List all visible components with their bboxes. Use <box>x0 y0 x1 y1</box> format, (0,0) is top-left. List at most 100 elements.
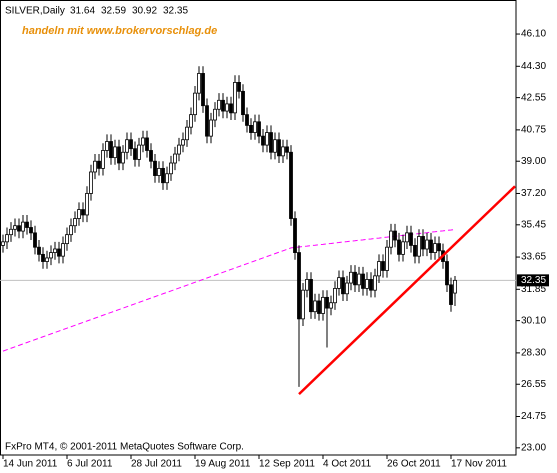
header-high: 32.59 <box>101 6 126 17</box>
candle-body <box>425 239 429 250</box>
candle-body <box>189 114 193 128</box>
candle-body <box>361 273 365 289</box>
candle-body <box>161 167 165 184</box>
y-tick-label: 40.75 <box>521 125 546 136</box>
candle-body <box>133 148 137 160</box>
y-tick-label: 24.75 <box>521 411 546 422</box>
candle-body <box>145 137 149 151</box>
candle-body <box>45 257 49 262</box>
trendline <box>298 185 516 395</box>
candle-body <box>237 82 241 92</box>
candle-body <box>33 232 37 248</box>
candle-body <box>417 236 421 257</box>
candle-body <box>381 261 385 271</box>
candle-body <box>165 173 169 184</box>
candle-body <box>53 248 57 253</box>
y-tick-label: 39.00 <box>521 156 546 167</box>
plot-area <box>0 66 516 395</box>
candle-body <box>9 228 13 236</box>
candle-body <box>141 137 145 146</box>
candle-body <box>113 146 117 159</box>
candle-body <box>61 243 65 257</box>
candle-body <box>365 279 369 289</box>
watermark: handeln mit www.brokervorschlag.de <box>22 25 217 37</box>
candle-body <box>433 243 437 253</box>
candle-body <box>49 252 53 259</box>
symbol: SILVER,Daily <box>5 6 65 17</box>
candle-body <box>305 279 309 291</box>
candle-body <box>105 141 109 151</box>
candle-body <box>177 144 181 155</box>
candle-body <box>245 114 249 126</box>
candle-body <box>117 146 121 164</box>
header-low: 30.92 <box>132 6 157 17</box>
y-tick-label: 37.20 <box>521 188 546 199</box>
candle-body <box>205 105 209 137</box>
candle-body <box>217 99 221 110</box>
candle-body <box>249 124 253 133</box>
y-tick-label: 46.10 <box>521 29 546 40</box>
plot-frame <box>0 0 517 456</box>
candle-body <box>73 218 77 227</box>
x-tick-label: 26 Oct 2011 <box>387 459 441 470</box>
candle-body <box>389 230 393 248</box>
candle-body <box>273 139 277 153</box>
candle-body <box>325 296 329 309</box>
candle-body <box>449 284 453 305</box>
y-tick-label: 30.10 <box>521 315 546 326</box>
y-tick-label: 33.65 <box>521 252 546 263</box>
candle-body <box>17 225 21 232</box>
candle-body <box>261 135 265 146</box>
candle-body <box>173 153 177 164</box>
x-tick-label: 4 Oct 2011 <box>323 459 372 470</box>
price-tag-label: 32.35 <box>521 275 546 286</box>
candle-body <box>233 82 237 114</box>
candle-body <box>289 151 293 219</box>
candle-body <box>309 279 313 313</box>
candle-body <box>81 209 85 216</box>
y-tick-label: 44.30 <box>521 61 546 72</box>
candle-body <box>385 246 389 271</box>
candle-body <box>193 92 197 116</box>
candle-body <box>265 132 269 146</box>
candle-body <box>405 232 409 243</box>
candle-body <box>393 230 397 241</box>
candle-body <box>453 279 457 294</box>
x-tick-label: 17 Nov 2011 <box>451 459 507 470</box>
candle-body <box>21 221 25 232</box>
y-tick-label: 28.30 <box>521 348 546 359</box>
candle-body <box>125 139 129 153</box>
candle-body <box>397 239 401 255</box>
candle-body <box>401 241 405 255</box>
candle-body <box>277 139 281 157</box>
candle-body <box>85 193 89 216</box>
candle-body <box>285 146 289 153</box>
candle-body <box>317 300 321 314</box>
candle-body <box>257 121 261 137</box>
candle-body <box>149 150 153 162</box>
candle-body <box>25 221 29 228</box>
candle-body <box>109 141 113 159</box>
candle-body <box>1 241 5 246</box>
candle-body <box>353 271 357 286</box>
x-tick-label: 19 Aug 2011 <box>195 459 251 470</box>
candle-body <box>429 239 433 253</box>
candle-body <box>5 234 9 243</box>
candle-body <box>321 296 325 314</box>
y-tick-label: 26.55 <box>521 379 546 390</box>
candle-body <box>293 218 297 253</box>
footer: FxPro MT4, © 2001-2011 MetaQuotes Softwa… <box>5 442 244 453</box>
candle-body <box>281 146 285 157</box>
candle-body <box>197 73 201 94</box>
candle-body <box>445 261 449 286</box>
candle-body <box>297 252 301 320</box>
candle-body <box>329 302 333 309</box>
candle-body <box>185 126 189 141</box>
candle-body <box>357 273 361 286</box>
candle-body <box>77 209 81 219</box>
candle-body <box>57 248 61 257</box>
candle-body <box>41 253 45 262</box>
candle-body <box>341 277 345 295</box>
